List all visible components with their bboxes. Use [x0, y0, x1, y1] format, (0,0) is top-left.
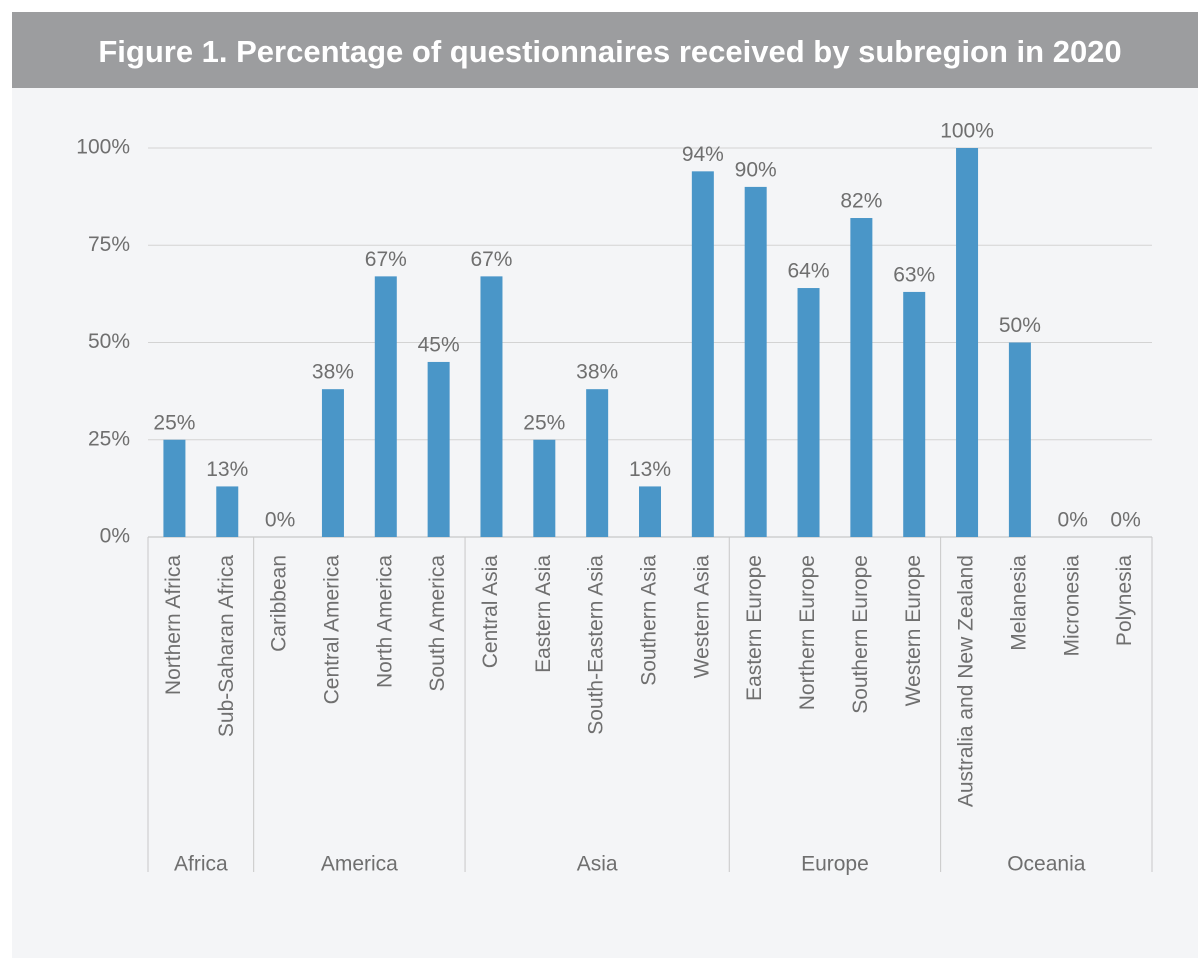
y-tick-label: 50%	[88, 330, 130, 353]
x-tick-label: South-Eastern Asia	[585, 555, 608, 735]
bar	[744, 186, 767, 537]
y-tick-label: 75%	[88, 233, 130, 256]
chart-title: Figure 1. Percentage of questionnaires r…	[98, 34, 1121, 69]
x-tick-label: Micronesia	[1060, 555, 1083, 657]
value-label: 25%	[153, 411, 195, 434]
x-tick-label: Eastern Asia	[532, 555, 555, 673]
group-label: Africa	[174, 853, 228, 876]
value-label: 64%	[788, 260, 830, 283]
y-tick-label: 0%	[100, 525, 130, 548]
bar	[427, 361, 450, 537]
bar	[321, 389, 344, 537]
value-label: 94%	[682, 143, 724, 166]
x-tick-label: North America	[373, 555, 396, 688]
y-tick-label: 25%	[88, 427, 130, 450]
x-tick-label: Central America	[320, 555, 343, 705]
x-tick-label: Melanesia	[1007, 555, 1030, 651]
bar	[374, 276, 397, 537]
x-tick-label: Western Asia	[690, 555, 713, 679]
value-label: 45%	[418, 333, 460, 356]
bar	[216, 486, 239, 537]
value-label: 38%	[576, 361, 618, 384]
bar	[850, 218, 873, 537]
x-tick-label: Western Europe	[902, 555, 925, 706]
bar	[1008, 342, 1031, 537]
y-tick-label: 100%	[76, 136, 130, 159]
bar	[639, 486, 661, 537]
value-label: 0%	[1110, 509, 1140, 532]
bar	[163, 439, 186, 537]
x-tick-label: South America	[426, 555, 449, 692]
x-tick-label: Australia and New Zealand	[955, 555, 978, 807]
x-tick-label: Sub-Saharan Africa	[215, 555, 238, 737]
x-tick-label: Northern Africa	[162, 555, 185, 695]
x-tick-label: Northern Europe	[796, 555, 819, 710]
group-label: Europe	[801, 853, 869, 876]
x-tick-label: Central Asia	[479, 555, 502, 669]
header	[12, 12, 1198, 88]
value-label: 67%	[470, 248, 512, 271]
bar	[956, 148, 979, 537]
value-label: 90%	[735, 158, 777, 181]
value-label: 13%	[206, 458, 248, 481]
group-label: Asia	[577, 853, 618, 876]
value-label: 0%	[1058, 509, 1088, 532]
group-label: America	[321, 853, 398, 876]
value-label: 50%	[999, 314, 1041, 337]
value-label: 25%	[523, 411, 565, 434]
value-label: 67%	[365, 248, 407, 271]
x-tick-label: Caribbean	[268, 555, 291, 652]
bar	[586, 389, 609, 537]
bar	[797, 288, 820, 537]
x-tick-label: Eastern Europe	[743, 555, 766, 701]
value-label: 63%	[893, 263, 935, 286]
bar	[903, 291, 926, 537]
value-label: 0%	[265, 509, 295, 532]
bar	[533, 439, 556, 537]
group-label: Oceania	[1007, 853, 1086, 876]
x-tick-label: Polynesia	[1113, 555, 1136, 646]
value-label: 13%	[629, 458, 671, 481]
bar	[691, 171, 714, 537]
value-label: 82%	[840, 190, 882, 213]
x-tick-label: Southern Asia	[638, 555, 661, 686]
value-label: 100%	[940, 120, 994, 143]
x-tick-label: Southern Europe	[849, 555, 872, 714]
bar	[480, 276, 503, 537]
value-label: 38%	[312, 361, 354, 384]
